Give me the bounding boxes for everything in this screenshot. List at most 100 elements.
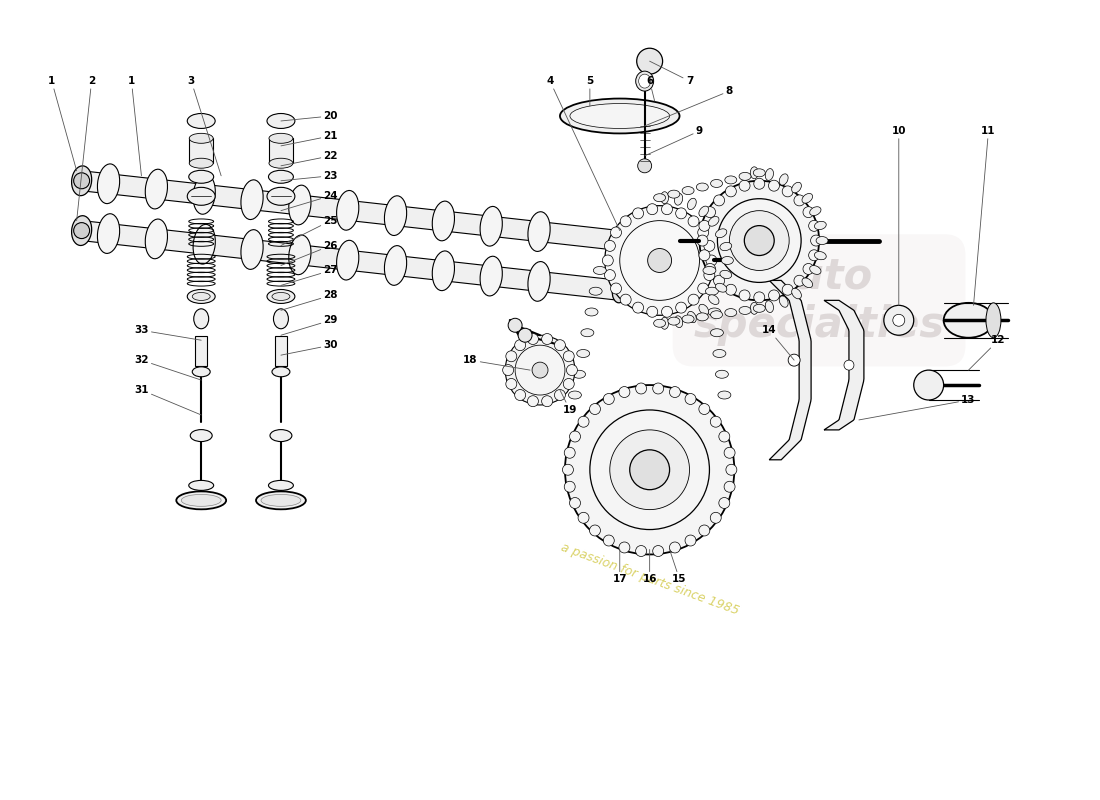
Ellipse shape: [384, 196, 407, 235]
Text: 16: 16: [642, 550, 657, 584]
Circle shape: [689, 294, 698, 305]
Circle shape: [711, 416, 722, 427]
Circle shape: [603, 535, 614, 546]
Circle shape: [515, 345, 565, 395]
Circle shape: [647, 306, 658, 318]
Text: 20: 20: [280, 111, 338, 121]
Ellipse shape: [792, 182, 802, 193]
Circle shape: [724, 447, 735, 458]
Circle shape: [603, 255, 614, 266]
Ellipse shape: [708, 294, 719, 305]
Ellipse shape: [722, 257, 734, 265]
Ellipse shape: [176, 491, 227, 510]
Ellipse shape: [668, 317, 680, 325]
Ellipse shape: [189, 134, 213, 143]
Ellipse shape: [267, 187, 295, 206]
Ellipse shape: [570, 103, 670, 129]
Text: 5: 5: [586, 76, 594, 106]
Ellipse shape: [480, 206, 503, 246]
Ellipse shape: [528, 212, 550, 251]
Circle shape: [893, 314, 905, 326]
Circle shape: [563, 378, 574, 390]
Circle shape: [729, 210, 789, 270]
Circle shape: [619, 542, 630, 553]
Circle shape: [697, 227, 708, 238]
Ellipse shape: [194, 309, 209, 329]
Ellipse shape: [725, 176, 737, 184]
Circle shape: [739, 180, 750, 191]
Text: 1: 1: [128, 76, 142, 176]
Circle shape: [541, 396, 552, 406]
Ellipse shape: [653, 319, 666, 327]
Ellipse shape: [528, 262, 550, 302]
Circle shape: [610, 283, 621, 294]
Text: 33: 33: [134, 326, 201, 340]
Circle shape: [685, 535, 696, 546]
Circle shape: [637, 48, 662, 74]
Ellipse shape: [182, 494, 221, 506]
Ellipse shape: [576, 350, 590, 358]
Ellipse shape: [187, 187, 216, 206]
Ellipse shape: [661, 192, 669, 204]
Ellipse shape: [779, 174, 788, 185]
Ellipse shape: [569, 391, 582, 399]
Ellipse shape: [573, 370, 585, 378]
Circle shape: [652, 546, 663, 557]
Text: 19: 19: [560, 390, 578, 415]
Text: 21: 21: [280, 131, 338, 146]
Ellipse shape: [682, 315, 694, 323]
Circle shape: [704, 241, 715, 251]
Circle shape: [554, 340, 565, 350]
Circle shape: [718, 498, 729, 509]
Circle shape: [698, 403, 710, 414]
Ellipse shape: [705, 287, 718, 295]
Ellipse shape: [668, 190, 680, 198]
Circle shape: [503, 365, 514, 375]
Circle shape: [610, 227, 621, 238]
Circle shape: [648, 249, 672, 273]
Text: 27: 27: [280, 266, 338, 286]
Circle shape: [518, 328, 532, 342]
Bar: [189, 138, 213, 163]
Circle shape: [604, 241, 615, 251]
Circle shape: [675, 208, 686, 219]
Polygon shape: [769, 281, 811, 460]
Ellipse shape: [696, 183, 708, 191]
Ellipse shape: [581, 329, 594, 337]
Circle shape: [604, 270, 615, 281]
Ellipse shape: [289, 185, 311, 225]
Circle shape: [661, 306, 672, 318]
Ellipse shape: [711, 310, 723, 318]
Ellipse shape: [384, 246, 407, 286]
Circle shape: [652, 383, 663, 394]
Ellipse shape: [267, 114, 295, 129]
Circle shape: [670, 542, 681, 553]
Circle shape: [739, 290, 750, 301]
Ellipse shape: [814, 251, 826, 260]
Text: 14: 14: [762, 326, 794, 360]
Text: 12: 12: [968, 335, 1005, 370]
Circle shape: [563, 350, 574, 362]
Text: 26: 26: [280, 241, 338, 266]
Text: auto
specialties: auto specialties: [693, 255, 945, 346]
Circle shape: [914, 370, 944, 400]
Ellipse shape: [187, 290, 216, 303]
Circle shape: [579, 416, 588, 427]
Ellipse shape: [766, 301, 773, 313]
Circle shape: [565, 385, 735, 554]
Circle shape: [661, 204, 672, 214]
Circle shape: [754, 178, 764, 190]
Ellipse shape: [289, 235, 311, 274]
Text: 9: 9: [645, 126, 703, 156]
Circle shape: [564, 482, 575, 492]
Ellipse shape: [432, 251, 454, 290]
Ellipse shape: [72, 216, 91, 246]
Ellipse shape: [719, 270, 732, 278]
Ellipse shape: [944, 303, 993, 338]
Circle shape: [782, 284, 793, 295]
Ellipse shape: [814, 222, 826, 230]
Circle shape: [700, 181, 820, 300]
Text: 17: 17: [613, 550, 627, 584]
Circle shape: [704, 270, 715, 281]
Text: 29: 29: [280, 315, 338, 335]
